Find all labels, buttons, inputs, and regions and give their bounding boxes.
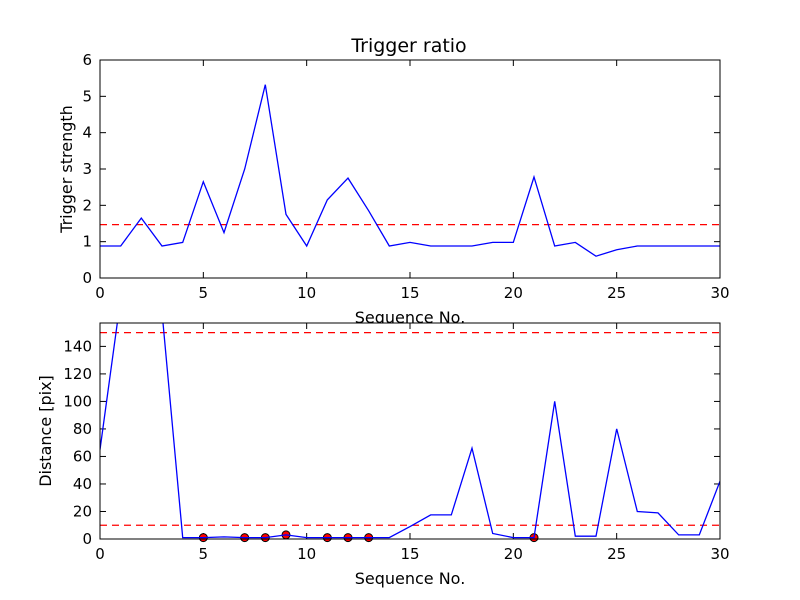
top-y-tick-label: 6 [82,51,92,69]
bottom-y-tick-label: 120 [63,365,92,383]
bottom-x-tick-label: 5 [199,545,209,563]
bottom-series-line [100,323,720,539]
bottom-axes-frame [99,322,721,540]
top-y-tick-label: 0 [82,269,92,287]
top-x-tick-label: 5 [199,284,209,302]
top-x-tick-label: 15 [400,284,419,302]
top-y-tick-label: 3 [82,160,92,178]
top-axis-ticks: 0 5 10 15 20 25 30 0 1 2 3 4 5 6 [82,51,729,302]
bottom-y-axis-label: Distance [pix] [36,375,55,487]
top-axes-frame [99,59,721,279]
top-y-tick-label: 2 [82,196,92,214]
top-x-tick-label: 25 [607,284,626,302]
bottom-y-tick-label: 60 [73,447,92,465]
bottom-y-tick-label: 40 [73,475,92,493]
top-y-tick-label: 4 [82,124,92,142]
bottom-y-tick-label: 20 [73,502,92,520]
bottom-x-tick-label: 25 [607,545,626,563]
top-plot-area [100,84,720,257]
top-x-tick-label: 10 [297,284,316,302]
bottom-x-tick-label: 15 [400,545,419,563]
bottom-y-tick-label: 100 [63,392,92,410]
bottom-x-tick-label: 20 [504,545,523,563]
bottom-x-tick-label: 30 [710,545,729,563]
top-x-tick-label: 30 [710,284,729,302]
top-y-axis-label: Trigger strength [57,105,76,234]
distance-chart: 0 5 10 15 20 25 30 0 20 40 60 80 100 120 140 Sequence … [36,322,730,588]
top-series-line [100,84,720,257]
bottom-x-tick-label: 0 [95,545,105,563]
top-y-tick-label: 5 [82,87,92,105]
chart-title: Trigger ratio [350,35,466,57]
bottom-y-tick-label: 80 [73,420,92,438]
bottom-axis-ticks: 0 5 10 15 20 25 30 0 20 40 60 80 100 120 140 [63,323,730,563]
bottom-x-tick-label: 10 [297,545,316,563]
bottom-y-tick-label: 140 [63,337,92,355]
bottom-x-axis-label: Sequence No. [355,569,466,588]
top-x-axis-label: Sequence No. [355,308,466,327]
top-x-tick-label: 0 [95,284,105,302]
trigger-ratio-chart: Trigger ratio 0 5 10 15 20 25 30 0 1 2 3 4 5 6 Sequen… [57,35,730,327]
bottom-plot-area [100,323,720,539]
bottom-y-tick-label: 0 [82,530,92,548]
bottom-axes-background [100,323,720,539]
top-x-tick-label: 20 [504,284,523,302]
top-y-tick-label: 1 [82,233,92,251]
